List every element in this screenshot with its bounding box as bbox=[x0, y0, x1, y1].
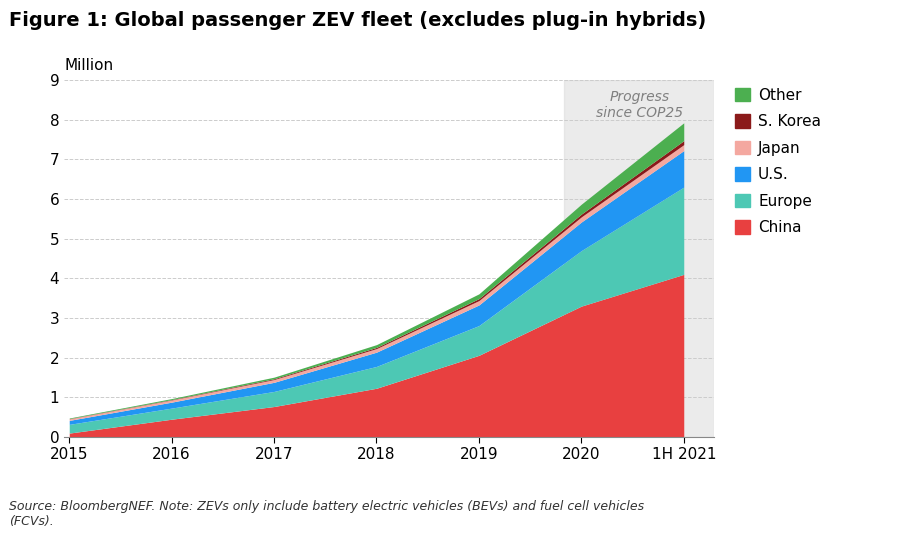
Text: Source: BloombergNEF. Note: ZEVs only include battery electric vehicles (BEVs) a: Source: BloombergNEF. Note: ZEVs only in… bbox=[9, 499, 644, 528]
Text: Figure 1: Global passenger ZEV fleet (excludes plug-in hybrids): Figure 1: Global passenger ZEV fleet (ex… bbox=[9, 11, 706, 30]
Text: Progress
since COP25: Progress since COP25 bbox=[595, 90, 682, 120]
Legend: Other, S. Korea, Japan, U.S., Europe, China: Other, S. Korea, Japan, U.S., Europe, Ch… bbox=[736, 87, 821, 235]
Bar bbox=[564, 80, 714, 437]
Text: Million: Million bbox=[64, 58, 114, 73]
